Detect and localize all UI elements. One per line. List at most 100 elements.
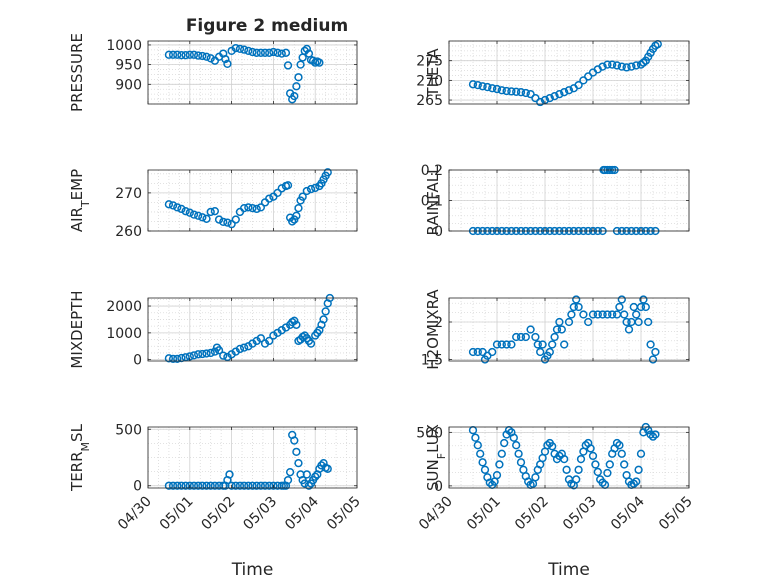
y-tick-label: 2000 <box>106 299 142 315</box>
axes-box <box>147 426 358 489</box>
data-point <box>646 340 655 349</box>
data-point <box>244 481 253 490</box>
data-point <box>206 54 215 63</box>
data-point <box>639 295 648 304</box>
data-point <box>552 325 562 334</box>
data-point <box>256 203 266 212</box>
axes-box <box>147 297 358 362</box>
data-point <box>572 475 581 484</box>
data-point <box>564 86 574 95</box>
data-point <box>269 47 278 57</box>
data-point <box>296 60 305 69</box>
data-point <box>497 449 506 458</box>
data-point <box>277 184 286 193</box>
data-point <box>252 204 261 214</box>
data-point <box>538 340 547 349</box>
data-point <box>198 51 207 61</box>
data-point <box>265 48 274 57</box>
data-point <box>603 310 612 319</box>
data-point <box>632 477 641 486</box>
data-point <box>480 465 490 474</box>
data-point <box>641 302 650 312</box>
axes-box <box>448 40 690 105</box>
data-point <box>311 472 320 481</box>
y-tick-label: 1.5 <box>421 353 443 369</box>
data-point <box>323 464 332 473</box>
data-point <box>531 473 540 482</box>
data-point <box>471 433 480 442</box>
data-point <box>584 72 593 81</box>
data-point <box>488 84 497 93</box>
y-axis-label: TERRMSL <box>68 423 92 492</box>
x-axis-label: Time <box>231 560 274 580</box>
data-point <box>273 48 282 57</box>
data-point <box>181 51 190 60</box>
data-point <box>531 332 540 342</box>
data-point <box>168 50 178 59</box>
data-point <box>265 336 274 346</box>
data-point <box>292 82 301 91</box>
data-point <box>483 82 492 92</box>
data-point <box>632 310 641 319</box>
data-point <box>473 441 482 450</box>
data-point <box>572 295 581 304</box>
data-point <box>608 60 617 69</box>
data-point <box>294 203 303 213</box>
data-point <box>248 203 257 213</box>
data-point <box>646 430 655 439</box>
y-tick-label: 270 <box>416 73 443 89</box>
data-point <box>252 481 261 490</box>
data-point <box>248 481 257 490</box>
data-point <box>550 91 559 101</box>
x-tick-label: 04/30 <box>416 494 456 534</box>
data-point <box>317 461 326 470</box>
data-point <box>492 471 502 480</box>
data-point <box>194 481 203 490</box>
chart-panel-7: 0 500 04/30 05/01 05/02 05/03 05/04 05/05 TERRMS… <box>68 422 364 580</box>
data-point <box>526 90 535 99</box>
data-point <box>294 73 303 82</box>
data-point <box>273 188 282 198</box>
data-point <box>497 86 506 95</box>
data-point <box>294 458 303 468</box>
data-point <box>189 50 199 59</box>
data-point <box>468 347 478 357</box>
data-point <box>615 302 624 312</box>
data-point <box>290 436 299 445</box>
data-point <box>644 317 653 327</box>
data-point <box>210 481 220 490</box>
data-point <box>512 441 521 450</box>
data-point <box>277 49 286 58</box>
y-tick-label: 270 <box>115 186 142 202</box>
data-point <box>260 481 270 490</box>
data-point <box>531 93 540 103</box>
data-point <box>468 80 478 89</box>
data-point <box>239 203 249 213</box>
data-point <box>521 332 530 342</box>
data-point <box>304 481 314 490</box>
data-point <box>198 349 207 359</box>
data-point <box>227 481 236 490</box>
data-point <box>562 465 571 474</box>
data-point <box>198 481 207 490</box>
axes-box <box>147 40 358 105</box>
y-tick-label: 950 <box>115 58 142 74</box>
data-point <box>488 347 497 357</box>
y-tick-label: 275 <box>416 54 443 70</box>
data-point <box>622 317 631 327</box>
data-point <box>560 454 569 464</box>
data-point <box>548 340 557 349</box>
data-point <box>210 347 220 356</box>
data-point <box>283 475 293 485</box>
x-tick-label: 05/04 <box>608 493 648 533</box>
data-point <box>620 310 629 319</box>
chart-panel-3: 260 270 AIRTEMP <box>68 168 358 240</box>
data-point <box>185 50 194 59</box>
x-tick-label: 05/02 <box>512 494 552 534</box>
y-tick-label: 0 <box>133 353 142 369</box>
y-tick-label: 1000 <box>106 38 142 54</box>
x-tick-label: 05/03 <box>560 494 600 534</box>
data-point <box>269 481 278 490</box>
data-point <box>627 62 636 71</box>
data-point <box>235 344 245 354</box>
